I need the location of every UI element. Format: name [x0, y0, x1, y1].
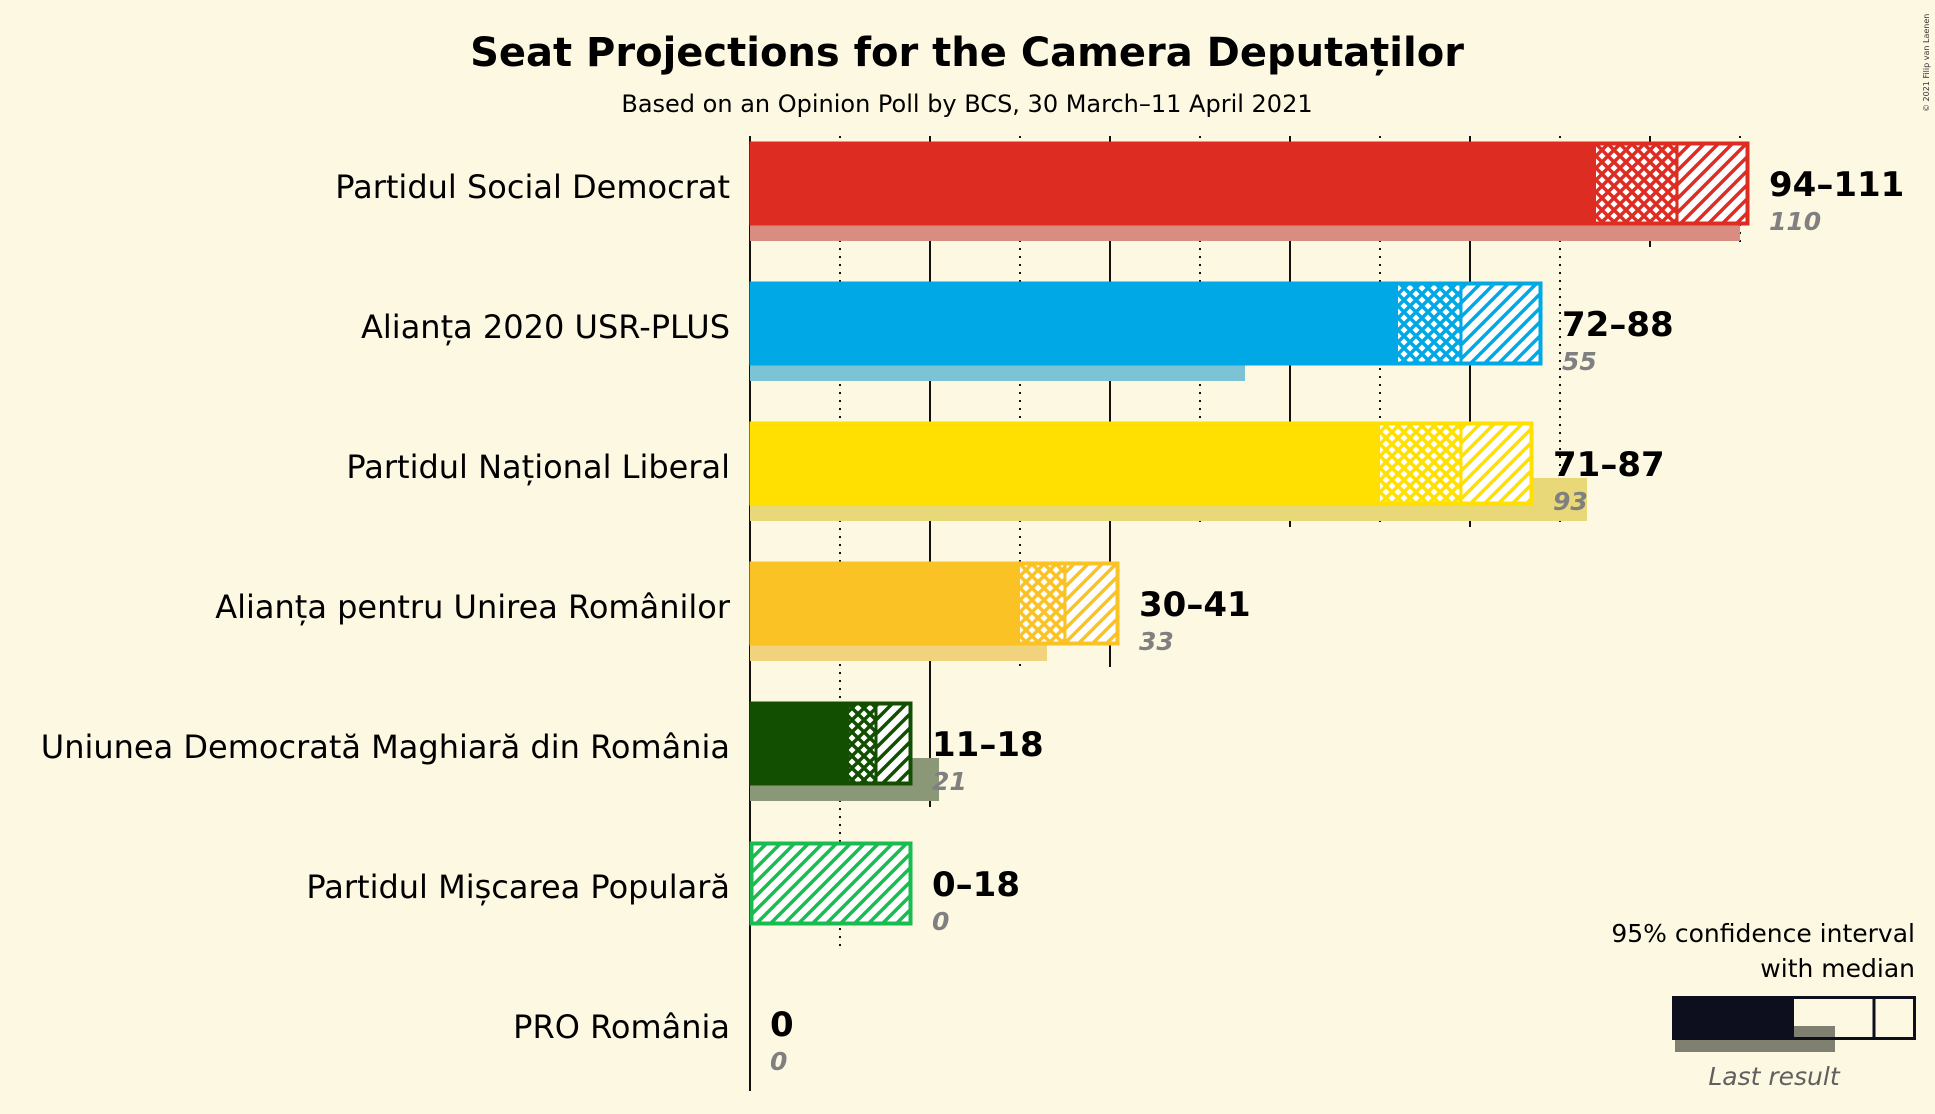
last-result-label: 55: [1562, 347, 1597, 376]
ci-outline: [749, 141, 1750, 226]
ci-outline: [749, 561, 1120, 646]
ci-outline: [749, 701, 913, 786]
legend-median-label: with median: [1760, 954, 1915, 983]
chart-subtitle: Based on an Opinion Poll by BCS, 30 Marc…: [621, 90, 1312, 118]
range-label: 94–111: [1769, 165, 1904, 205]
party-label: Alianța pentru Unirea Românilor: [215, 588, 731, 626]
ci-outline: [749, 841, 913, 926]
legend-hatch-swatch: [1874, 998, 1914, 1038]
party-label: Uniunea Democrată Maghiară din România: [41, 728, 730, 766]
bar-row: PRO România 00: [513, 1005, 794, 1076]
ci-solid-bar: [750, 422, 1380, 505]
range-label: 0–18: [932, 865, 1020, 905]
ci-upper-half: [1461, 284, 1542, 363]
ci-outline: [749, 281, 1543, 366]
ci-upper-half: [876, 704, 912, 783]
legend-ci-label: 95% confidence interval: [1611, 919, 1915, 948]
range-label: 72–88: [1562, 305, 1674, 345]
party-label: Partidul Național Liberal: [346, 448, 730, 486]
ci-solid-bar: [750, 142, 1596, 225]
ci-lower-half: [1398, 284, 1461, 363]
party-label: Alianța 2020 USR-PLUS: [361, 308, 730, 346]
ci-upper-half: [750, 844, 912, 923]
bar-row: Partidul Mișcarea Populară 0–180: [306, 841, 1020, 936]
bar-row: Uniunea Democrată Maghiară din România 11…: [41, 701, 1044, 801]
last-result-label: 0: [770, 1047, 787, 1076]
copyright-notice: © 2021 Filip van Laenen: [1922, 14, 1931, 112]
ci-upper-half: [1677, 144, 1749, 223]
ci-lower-half: [1020, 564, 1065, 643]
range-label: 71–87: [1553, 445, 1665, 485]
range-label: 11–18: [932, 725, 1044, 765]
ci-upper-half: [1461, 424, 1533, 503]
ci-outline: [749, 421, 1534, 506]
legend-outline: [1672, 996, 1916, 1040]
ci-solid-bar: [750, 562, 1020, 645]
legend-last-result-label: Last result: [1708, 1062, 1840, 1091]
ci-solid-bar: [750, 282, 1398, 365]
range-label: 30–41: [1139, 585, 1251, 625]
last-result-label: 0: [932, 907, 949, 936]
ci-lower-half: [849, 704, 876, 783]
range-label: 0: [770, 1005, 794, 1045]
last-result-label: 93: [1553, 487, 1588, 516]
last-result-label: 21: [932, 767, 967, 796]
ci-solid-bar: [750, 702, 849, 785]
last-result-label: 33: [1139, 627, 1174, 656]
last-result-label: 110: [1769, 207, 1821, 236]
ci-upper-half: [1065, 564, 1119, 643]
ci-lower-half: [1380, 424, 1461, 503]
party-label: PRO România: [513, 1008, 730, 1046]
legend: 95% confidence interval with median Last…: [1611, 919, 1916, 1091]
ci-lower-half: [1596, 144, 1677, 223]
chart-title: Seat Projections for the Camera Deputați…: [470, 30, 1464, 76]
party-label: Partidul Social Democrat: [335, 168, 730, 206]
party-label: Partidul Mișcarea Populară: [306, 868, 730, 906]
legend-solid-swatch: [1672, 996, 1794, 1040]
